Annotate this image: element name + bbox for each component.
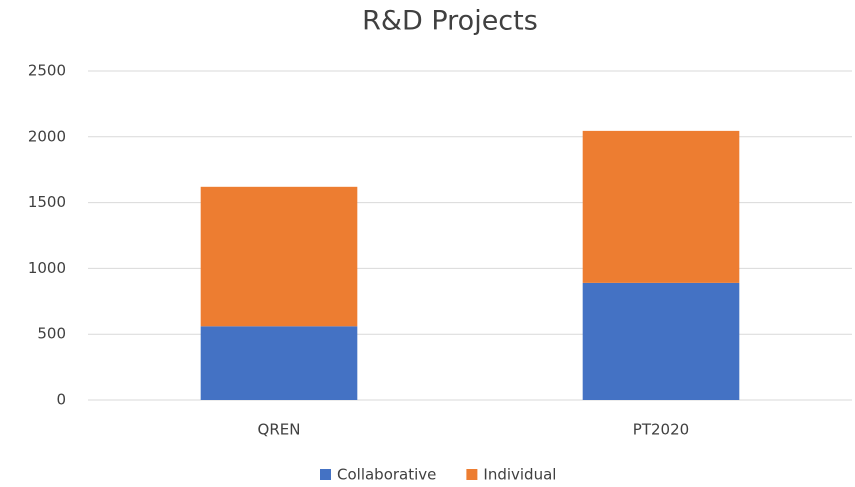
bar-segment <box>582 130 740 283</box>
legend-swatch <box>466 469 478 480</box>
y-tick-label: 1500 <box>28 193 66 211</box>
y-tick-label: 1000 <box>28 259 66 277</box>
y-tick-label: 0 <box>56 391 66 409</box>
legend-swatch <box>320 469 331 480</box>
y-tick-label: 500 <box>37 325 66 343</box>
legend-label: Collaborative <box>337 466 436 484</box>
y-tick-label: 2500 <box>28 62 66 80</box>
legend-label: Individual <box>483 466 556 484</box>
x-tick-label: PT2020 <box>633 421 689 439</box>
bar-segment <box>582 282 740 400</box>
chart-title: R&D Projects <box>362 6 538 37</box>
bar-segment <box>200 186 358 327</box>
y-tick-label: 2000 <box>28 127 66 145</box>
x-tick-label: QREN <box>258 421 301 439</box>
bar-segment <box>200 326 358 400</box>
